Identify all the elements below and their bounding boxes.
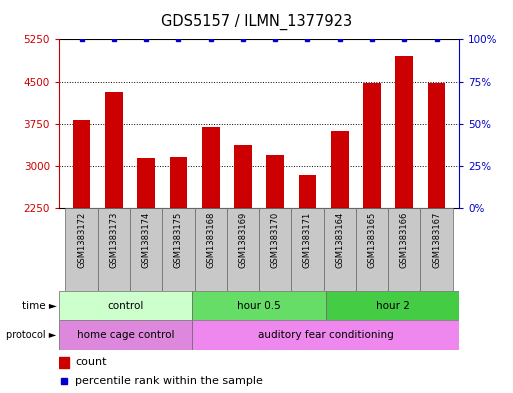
Text: GSM1383170: GSM1383170 bbox=[271, 211, 280, 268]
Bar bbox=[356, 208, 388, 291]
Text: GSM1383169: GSM1383169 bbox=[239, 211, 247, 268]
Bar bbox=[59, 291, 192, 320]
Bar bbox=[59, 320, 192, 350]
Bar bbox=[194, 208, 227, 291]
Bar bbox=[363, 83, 381, 208]
Text: count: count bbox=[75, 357, 107, 367]
Bar bbox=[59, 356, 69, 368]
Bar bbox=[324, 208, 356, 291]
Bar bbox=[73, 120, 90, 208]
Bar bbox=[66, 208, 97, 291]
Text: GSM1383173: GSM1383173 bbox=[109, 211, 119, 268]
Bar bbox=[137, 158, 155, 208]
Bar bbox=[259, 208, 291, 291]
Bar bbox=[266, 155, 284, 208]
Text: control: control bbox=[108, 301, 144, 310]
Bar bbox=[428, 83, 445, 208]
Text: GSM1383175: GSM1383175 bbox=[174, 211, 183, 268]
Bar bbox=[421, 208, 452, 291]
Text: GDS5157 / ILMN_1377923: GDS5157 / ILMN_1377923 bbox=[161, 14, 352, 30]
Bar bbox=[169, 157, 187, 208]
Text: percentile rank within the sample: percentile rank within the sample bbox=[75, 376, 263, 386]
Text: GSM1383168: GSM1383168 bbox=[206, 211, 215, 268]
Text: auditory fear conditioning: auditory fear conditioning bbox=[258, 330, 393, 340]
Bar bbox=[396, 56, 413, 208]
Bar bbox=[388, 208, 421, 291]
Bar bbox=[331, 131, 349, 208]
Text: GSM1383165: GSM1383165 bbox=[367, 211, 377, 268]
Text: time ►: time ► bbox=[22, 301, 56, 310]
Text: hour 2: hour 2 bbox=[376, 301, 409, 310]
Bar bbox=[97, 208, 130, 291]
Bar bbox=[299, 175, 317, 208]
Text: GSM1383172: GSM1383172 bbox=[77, 211, 86, 268]
Text: GSM1383174: GSM1383174 bbox=[142, 211, 151, 268]
Bar bbox=[291, 208, 324, 291]
Text: GSM1383166: GSM1383166 bbox=[400, 211, 409, 268]
Bar bbox=[227, 208, 259, 291]
Text: hour 0.5: hour 0.5 bbox=[237, 301, 281, 310]
Bar bbox=[130, 208, 162, 291]
Text: home cage control: home cage control bbox=[77, 330, 174, 340]
Bar bbox=[192, 291, 326, 320]
Bar bbox=[105, 92, 123, 208]
Bar bbox=[202, 127, 220, 208]
Bar bbox=[234, 145, 252, 208]
Text: GSM1383171: GSM1383171 bbox=[303, 211, 312, 268]
Text: GSM1383167: GSM1383167 bbox=[432, 211, 441, 268]
Bar bbox=[162, 208, 194, 291]
Bar bbox=[326, 291, 459, 320]
Bar bbox=[192, 320, 459, 350]
Text: GSM1383164: GSM1383164 bbox=[335, 211, 344, 268]
Text: protocol ►: protocol ► bbox=[6, 330, 56, 340]
